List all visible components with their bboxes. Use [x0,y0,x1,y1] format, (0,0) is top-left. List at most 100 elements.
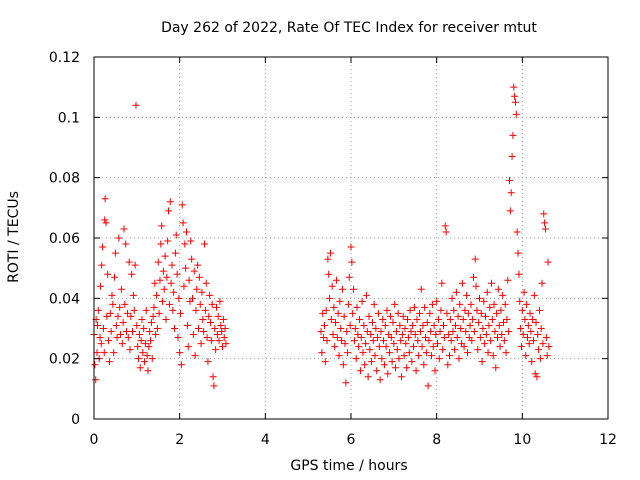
data-point [505,328,513,336]
x-tick-label: 6 [347,432,356,448]
data-point [457,325,465,332]
data-point [213,303,221,311]
data-point [499,318,507,326]
data-point [107,328,115,336]
data-point [419,321,427,329]
data-point [505,177,513,185]
data-point [443,309,451,317]
data-point [363,328,371,336]
data-point [172,231,180,239]
data-point [509,131,517,139]
data-point [415,352,423,360]
x-tick-label: 8 [432,432,441,448]
data-point [513,228,521,236]
data-point [196,300,204,308]
data-point [410,303,418,311]
data-point [391,300,399,308]
data-point [111,273,119,281]
data-point [169,306,177,314]
data-point [201,240,209,248]
y-tick-label: 0 [71,412,80,428]
data-point [105,358,113,366]
data-point [490,300,498,308]
data-point [512,110,520,118]
y-tick-label: 0.1 [58,110,80,126]
data-point [374,334,382,342]
data-point [339,361,347,369]
data-point [466,321,474,329]
data-point [480,297,488,305]
data-point [508,153,516,161]
data-point [510,83,518,91]
data-point [105,337,113,345]
data-point [124,334,132,342]
data-point [430,321,438,329]
data-point [412,367,420,375]
data-point [404,334,412,342]
data-point [462,328,470,336]
data-point [177,309,185,317]
data-point [540,210,548,218]
data-point [163,273,171,281]
data-point [484,349,492,357]
data-point [352,355,360,363]
data-point [219,315,227,323]
data-point [470,273,478,281]
data-point [402,340,410,348]
data-point [486,303,494,311]
data-point [532,318,540,326]
data-point [341,340,349,348]
data-point [318,349,326,357]
data-point [498,331,506,339]
data-point [206,291,214,299]
data-point [395,355,403,363]
data-point [155,309,163,317]
data-point [133,321,141,329]
x-tick-label: 12 [599,432,617,448]
y-tick-label: 0.02 [49,352,80,368]
data-point [529,337,537,345]
data-point [357,334,365,342]
data-point [454,312,462,320]
data-point [497,306,505,314]
data-point [165,300,173,308]
data-point [131,261,139,269]
data-point [392,364,400,372]
data-point [425,337,433,345]
data-point [410,343,418,351]
data-point [159,267,167,275]
data-point [345,273,353,281]
data-point [380,337,388,345]
data-point [161,252,169,260]
data-point [428,352,436,360]
data-point [372,325,380,332]
data-point [183,228,191,236]
data-point [362,291,370,299]
data-point [93,349,101,357]
data-point [222,340,230,348]
data-point [434,340,442,348]
data-point [210,382,218,390]
data-point [143,352,151,360]
data-point [463,291,471,299]
data-point [537,325,545,332]
data-point [464,309,472,317]
data-point [517,343,525,351]
data-point [362,340,370,348]
data-point [213,331,221,339]
data-point [166,198,174,206]
data-point [138,315,146,323]
data-point [522,352,530,360]
data-point [108,291,116,299]
data-point [476,294,483,302]
data-point [407,328,415,336]
data-point [493,334,501,342]
data-point [180,282,188,290]
y-axis-label: ROTI / TECUs [6,191,22,283]
data-point [411,331,419,339]
data-point [451,346,459,354]
data-point [182,264,190,272]
data-point [381,321,389,329]
data-point [399,312,407,320]
data-point [356,315,364,323]
